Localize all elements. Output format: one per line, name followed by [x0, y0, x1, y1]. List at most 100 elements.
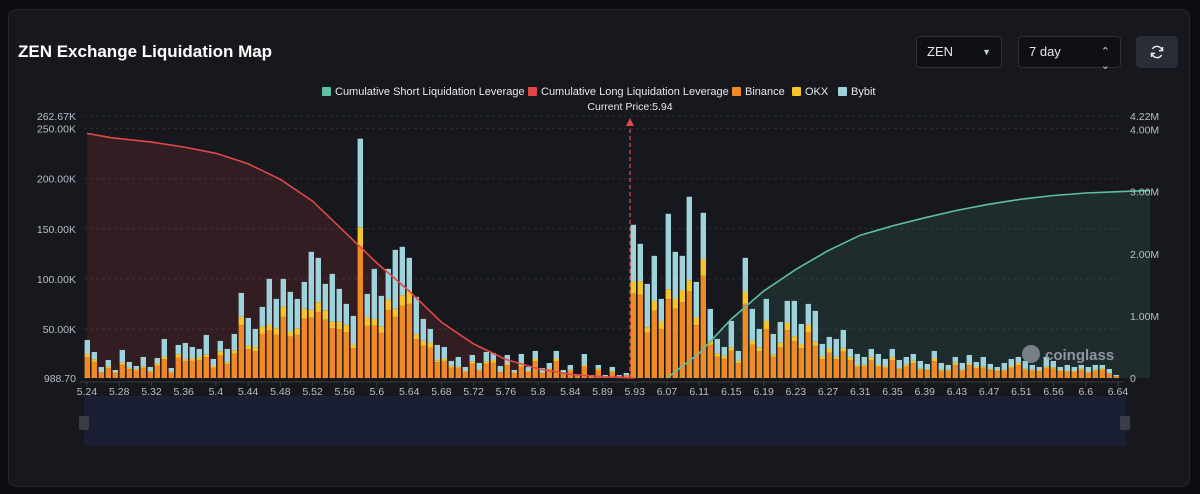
bar-binance: [532, 361, 538, 378]
bar-bybit: [658, 298, 664, 322]
bar-bybit: [287, 291, 293, 332]
bar-okx: [637, 281, 643, 295]
bar-binance: [651, 310, 657, 378]
bar-binance: [259, 333, 265, 378]
bar-bybit: [833, 338, 839, 357]
bar-okx: [1015, 362, 1021, 365]
bar-okx: [427, 342, 433, 348]
coin-select[interactable]: ZEN ▼: [916, 36, 1002, 68]
x-tick-label: 5.36: [173, 386, 194, 398]
current-price-arrow: [626, 118, 634, 126]
bar-binance: [84, 357, 90, 378]
bar-bybit: [749, 308, 755, 341]
bar-bybit: [511, 369, 517, 373]
bar-okx: [315, 302, 321, 312]
bar-bybit: [189, 346, 195, 359]
bar-binance: [203, 357, 209, 378]
bar-bybit: [224, 348, 230, 363]
bar-binance: [847, 359, 853, 378]
bar-bybit: [301, 281, 307, 309]
bar-okx: [231, 350, 237, 354]
bar-okx: [301, 308, 307, 319]
bar-binance: [742, 303, 748, 378]
bar-binance: [952, 364, 958, 378]
y-right-tick-label: 3.00M: [1130, 187, 1159, 199]
bar-bybit: [217, 340, 223, 352]
bar-okx: [476, 369, 482, 371]
bar-bybit: [966, 354, 972, 364]
bar-okx: [1064, 370, 1070, 372]
refresh-button[interactable]: [1136, 36, 1178, 68]
zoom-slider[interactable]: [79, 396, 1130, 446]
zoom-handle-right: [1120, 416, 1130, 430]
legend-label: Cumulative Long Liquidation Leverage: [541, 86, 729, 98]
bar-bybit: [1050, 360, 1056, 368]
bar-okx: [91, 359, 97, 362]
bar-bybit: [469, 354, 475, 362]
bar-bybit: [329, 273, 335, 322]
bar-bybit: [819, 343, 825, 357]
bar-okx: [896, 368, 902, 370]
bar-okx: [294, 328, 300, 335]
period-select[interactable]: 7 day ⌃ ⌄: [1018, 36, 1121, 72]
bar-okx: [448, 365, 454, 368]
x-tick-label: 6.27: [818, 386, 839, 398]
bar-binance: [959, 370, 965, 378]
bar-bybit: [868, 348, 874, 358]
x-tick-label: 5.6: [370, 386, 385, 398]
x-tick-label: 6.47: [979, 386, 1000, 398]
bar-binance: [511, 373, 517, 378]
bar-binance: [910, 363, 916, 378]
bar-bybit: [231, 333, 237, 351]
bar-binance: [196, 359, 202, 378]
bar-okx: [889, 357, 895, 360]
bar-okx: [952, 362, 958, 365]
bar-okx: [266, 324, 272, 331]
bar-okx: [742, 291, 748, 304]
bar-bybit: [609, 366, 615, 372]
bar-okx: [819, 356, 825, 360]
bar-binance: [868, 359, 874, 378]
bar-bybit: [448, 360, 454, 366]
bar-binance: [1064, 371, 1070, 378]
bar-binance: [231, 353, 237, 378]
zoom-handle-left: [79, 416, 89, 430]
bar-okx: [938, 369, 944, 371]
x-tick-label: 5.24: [77, 386, 98, 398]
bar-bybit: [105, 359, 111, 367]
x-tick-label: 6.39: [914, 386, 935, 398]
bar-bybit: [917, 360, 923, 369]
bar-bybit: [364, 293, 370, 318]
bar-bybit: [350, 315, 356, 345]
bar-binance: [518, 366, 524, 378]
bar-binance: [672, 308, 678, 378]
bar-binance: [840, 351, 846, 378]
bar-binance: [721, 358, 727, 378]
bar-okx: [721, 355, 727, 359]
bar-okx: [483, 361, 489, 364]
bar-bybit: [735, 350, 741, 361]
bar-binance: [658, 328, 664, 378]
bar-okx: [833, 356, 839, 360]
long-cumulative-line: [86, 132, 635, 379]
bar-binance: [1008, 367, 1014, 378]
bar-okx: [763, 321, 769, 329]
bar-binance: [273, 334, 279, 378]
bar-binance: [91, 361, 97, 378]
x-tick-label: 6.35: [882, 386, 903, 398]
bar-okx: [364, 317, 370, 326]
bar-okx: [217, 351, 223, 356]
bar-bybit: [1036, 366, 1042, 371]
bar-okx: [1050, 367, 1056, 369]
y-left-tick-label: 200.00K: [37, 174, 76, 186]
bar-bybit: [770, 333, 776, 355]
bar-binance: [266, 330, 272, 378]
bar-bybit: [476, 362, 482, 370]
bar-bybit: [168, 367, 174, 372]
bar-binance: [798, 348, 804, 378]
bar-binance: [280, 316, 286, 378]
bar-binance: [917, 369, 923, 378]
bar-binance: [812, 345, 818, 378]
bar-series: [84, 138, 1119, 378]
